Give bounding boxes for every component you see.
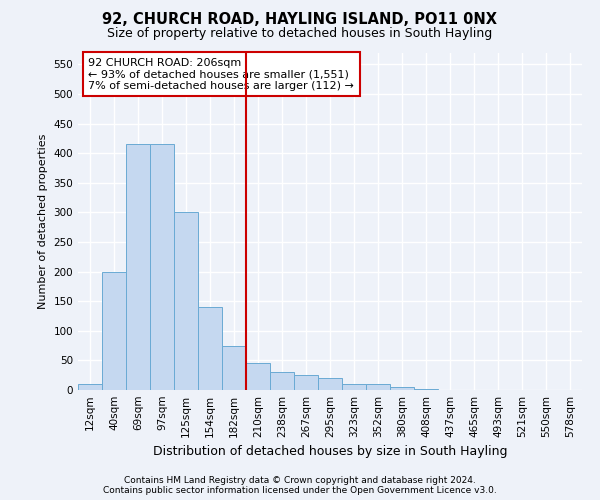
Bar (414, 389, 438, 390)
Text: Size of property relative to detached houses in South Hayling: Size of property relative to detached ho… (107, 28, 493, 40)
Bar (294, 375, 318, 390)
Text: 92 CHURCH ROAD: 206sqm
← 93% of detached houses are smaller (1,551)
7% of semi-d: 92 CHURCH ROAD: 206sqm ← 93% of detached… (88, 58, 354, 91)
Bar (342, 384, 366, 390)
Bar (222, 346, 246, 390)
Bar (150, 144, 174, 390)
Bar (246, 364, 270, 390)
Y-axis label: Number of detached properties: Number of detached properties (38, 134, 48, 309)
Bar (198, 307, 222, 390)
Bar (102, 272, 126, 390)
Bar (126, 144, 150, 390)
Text: Contains public sector information licensed under the Open Government Licence v3: Contains public sector information licen… (103, 486, 497, 495)
X-axis label: Distribution of detached houses by size in South Hayling: Distribution of detached houses by size … (153, 446, 507, 458)
Bar (78, 384, 102, 390)
Bar (270, 372, 294, 390)
Text: Contains HM Land Registry data © Crown copyright and database right 2024.: Contains HM Land Registry data © Crown c… (124, 476, 476, 485)
Text: 92, CHURCH ROAD, HAYLING ISLAND, PO11 0NX: 92, CHURCH ROAD, HAYLING ISLAND, PO11 0N… (103, 12, 497, 28)
Bar (366, 384, 390, 390)
Bar (318, 378, 342, 390)
Bar (174, 212, 198, 390)
Bar (390, 387, 414, 390)
